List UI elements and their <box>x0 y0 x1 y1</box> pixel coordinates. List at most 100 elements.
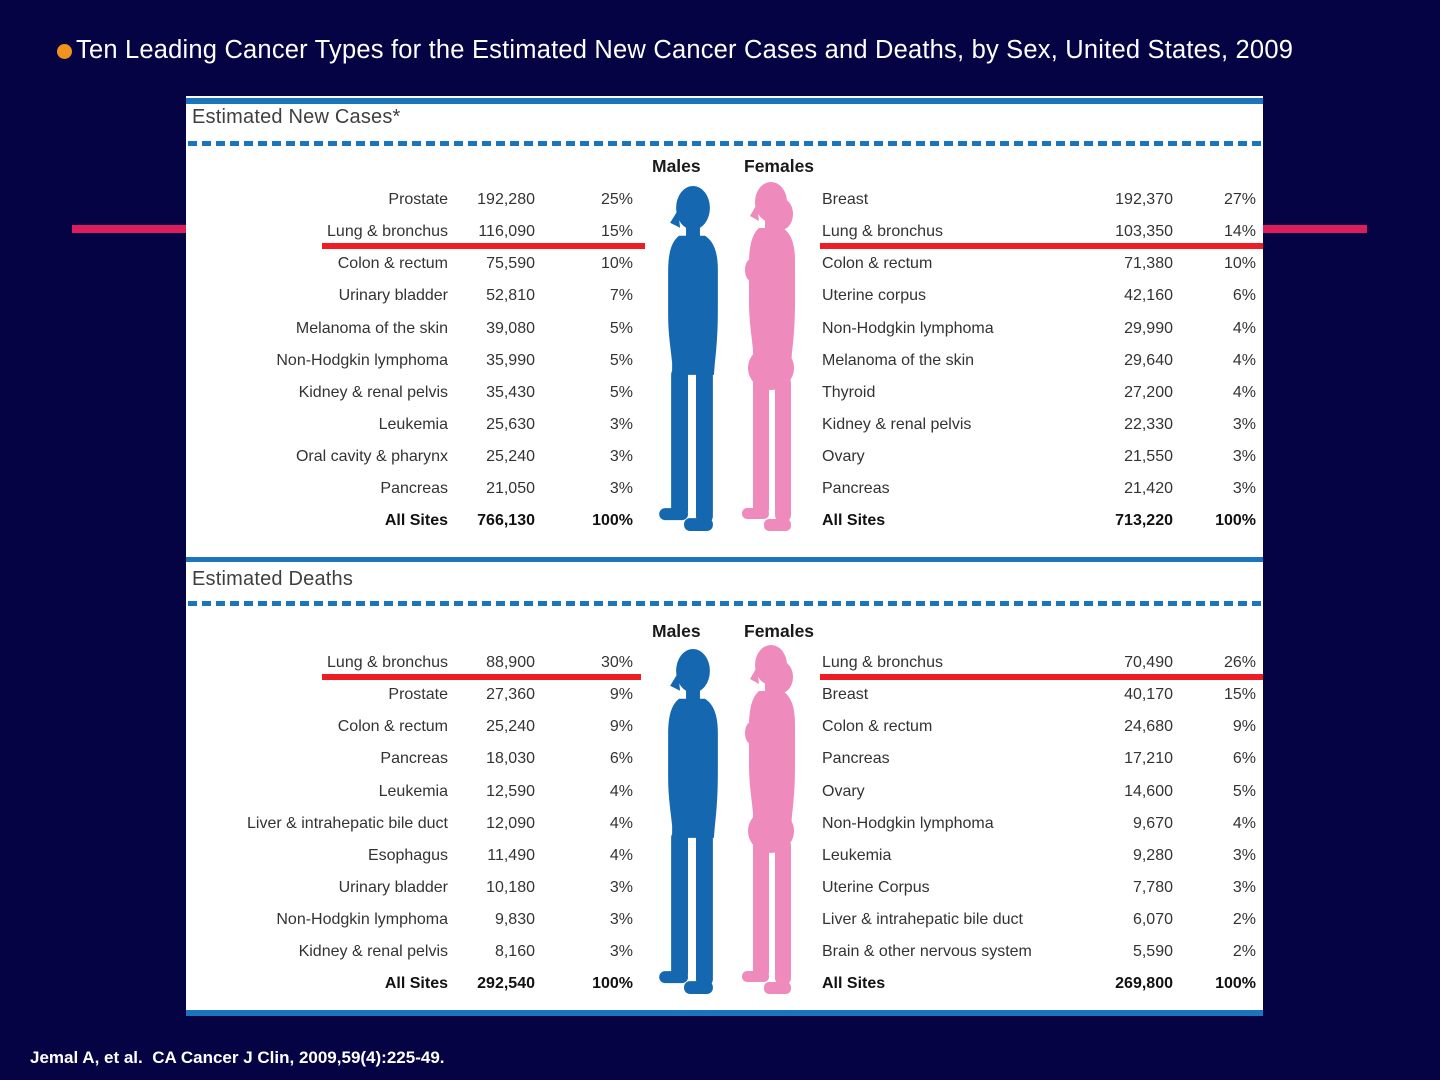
cell-pct: 3% <box>609 879 633 897</box>
lung-underline-new-cases-males <box>322 243 645 249</box>
cell-pct: 100% <box>1215 975 1256 993</box>
table-row: Non-Hodgkin lymphoma 29,990 4% <box>822 313 1256 345</box>
cell-value: 39,080 <box>486 319 535 337</box>
cell-pct: 3% <box>609 480 633 498</box>
cell-value: 70,490 <box>1124 654 1173 672</box>
cell-value: 292,540 <box>477 975 535 993</box>
cell-pct: 9% <box>609 686 633 704</box>
table-row: Colon & rectum 24,680 9% <box>822 711 1256 743</box>
cell-pct: 4% <box>1232 814 1256 832</box>
cell-label: Liver & intrahepatic bile duct <box>822 911 1023 929</box>
cell-pct: 4% <box>1232 351 1256 369</box>
cell-value: 27,200 <box>1124 383 1173 401</box>
cell-label: Oral cavity & pharynx <box>295 448 448 466</box>
cell-value: 7,780 <box>1132 879 1173 897</box>
cell-value: 103,350 <box>1115 223 1173 241</box>
cell-value: 35,430 <box>486 383 535 401</box>
male-silhouette-new-cases <box>658 184 728 532</box>
cell-label: Leukemia <box>822 846 892 864</box>
cell-value: 8,160 <box>494 943 535 961</box>
cell-label: Non-Hodgkin lymphoma <box>276 351 448 369</box>
table-deaths-males: Lung & bronchus 88,900 30% Prostate 27,360 9%… <box>216 647 633 1001</box>
cell-label: Colon & rectum <box>822 255 933 273</box>
table-row: Ovary 14,600 5% <box>822 776 1256 808</box>
cell-pct: 100% <box>592 975 633 993</box>
cell-value: 35,990 <box>486 351 535 369</box>
cell-value: 88,900 <box>486 654 535 672</box>
cell-pct: 4% <box>609 846 633 864</box>
accent-bar-left <box>72 225 186 233</box>
cell-label: All Sites <box>822 975 886 993</box>
cell-value: 21,550 <box>1124 448 1173 466</box>
table-row: Non-Hodgkin lymphoma 9,830 3% <box>216 904 633 936</box>
cell-pct: 27% <box>1223 191 1256 209</box>
cell-value: 27,360 <box>486 686 535 704</box>
table-row: Lung & bronchus 116,090 15% <box>216 216 633 248</box>
table-row: All Sites 766,130 100% <box>216 505 633 537</box>
cell-value: 24,680 <box>1124 718 1173 736</box>
dashed-rule-deaths <box>188 601 1261 606</box>
table-row: Pancreas 21,420 3% <box>822 473 1256 505</box>
lung-underline-deaths-females <box>820 674 1263 680</box>
title-bullet-icon <box>57 44 72 59</box>
cell-label: All Sites <box>384 512 448 530</box>
table-row: Ovary 21,550 3% <box>822 441 1256 473</box>
cell-label: Prostate <box>388 686 448 704</box>
cell-label: All Sites <box>384 975 448 993</box>
cell-label: Urinary bladder <box>338 879 448 897</box>
cell-pct: 25% <box>600 191 633 209</box>
cell-pct: 9% <box>1232 718 1256 736</box>
cell-value: 25,240 <box>486 448 535 466</box>
accent-bar-right <box>1263 225 1367 233</box>
slide-title: Ten Leading Cancer Types for the Estimat… <box>76 36 1294 64</box>
cell-label: Non-Hodgkin lymphoma <box>822 814 994 832</box>
cell-pct: 10% <box>1223 255 1256 273</box>
table-row: Pancreas 21,050 3% <box>216 473 633 505</box>
cell-label: Lung & bronchus <box>822 223 943 241</box>
cell-label: Uterine Corpus <box>822 879 930 897</box>
dashed-rule-new-cases <box>188 141 1261 146</box>
cell-label: Thyroid <box>822 383 876 401</box>
cell-pct: 3% <box>609 448 633 466</box>
table-row: Lung & bronchus 88,900 30% <box>216 647 633 679</box>
cell-pct: 7% <box>609 287 633 305</box>
cell-pct: 26% <box>1223 654 1256 672</box>
cell-label: Leukemia <box>378 782 448 800</box>
table-row: Liver & intrahepatic bile duct 6,070 2% <box>822 904 1256 936</box>
cell-label: Lung & bronchus <box>822 654 943 672</box>
cell-label: Melanoma of the skin <box>295 319 448 337</box>
table-new-cases-females: Breast 192,370 27% Lung & bronchus 103,350 14… <box>822 184 1256 538</box>
cell-value: 75,590 <box>486 255 535 273</box>
cell-pct: 30% <box>600 654 633 672</box>
cell-label: Kidney & renal pelvis <box>298 383 448 401</box>
cell-label: Brain & other nervous system <box>822 943 1032 961</box>
cell-value: 9,830 <box>494 911 535 929</box>
table-row: Leukemia 12,590 4% <box>216 776 633 808</box>
cell-value: 25,630 <box>486 416 535 434</box>
table-row: Liver & intrahepatic bile duct 12,090 4% <box>216 808 633 840</box>
females-label-deaths: Females <box>744 621 815 641</box>
cell-value: 12,090 <box>486 814 535 832</box>
cell-value: 29,990 <box>1124 319 1173 337</box>
cell-pct: 5% <box>1232 782 1256 800</box>
cell-value: 192,280 <box>477 191 535 209</box>
cell-pct: 100% <box>592 512 633 530</box>
table-row: Oral cavity & pharynx 25,240 3% <box>216 441 633 473</box>
table-row: Leukemia 25,630 3% <box>216 409 633 441</box>
cell-value: 14,600 <box>1124 782 1173 800</box>
cell-value: 269,800 <box>1115 975 1173 993</box>
cell-pct: 3% <box>1232 416 1256 434</box>
cell-label: Ovary <box>822 782 865 800</box>
table-row: Prostate 27,360 9% <box>216 679 633 711</box>
cell-label: Lung & bronchus <box>327 654 448 672</box>
cell-label: Ovary <box>822 448 865 466</box>
table-row: Urinary bladder 10,180 3% <box>216 872 633 904</box>
figure-panel: Estimated New Cases* Males Females Prost… <box>186 96 1263 1016</box>
cell-label: All Sites <box>822 512 886 530</box>
cell-value: 21,420 <box>1124 480 1173 498</box>
table-row: Urinary bladder 52,810 7% <box>216 280 633 312</box>
cell-pct: 3% <box>609 911 633 929</box>
table-row: Kidney & renal pelvis 22,330 3% <box>822 409 1256 441</box>
table-row: Prostate 192,280 25% <box>216 184 633 216</box>
cell-value: 21,050 <box>486 480 535 498</box>
